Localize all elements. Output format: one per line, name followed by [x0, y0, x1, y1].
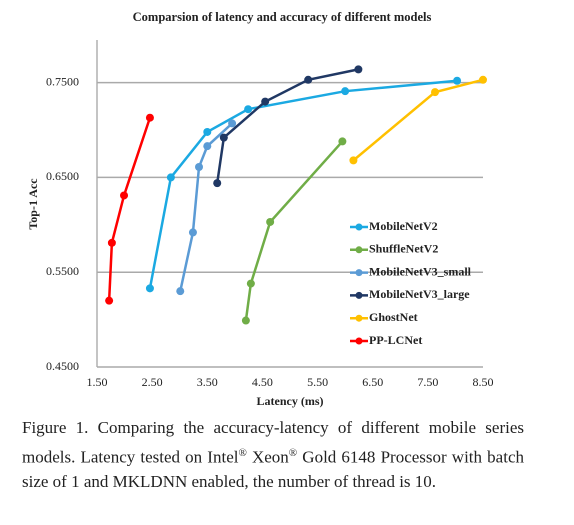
x-tick-label: 5.50 — [307, 375, 328, 389]
x-tick-label: 7.50 — [417, 375, 438, 389]
point — [341, 87, 350, 96]
point — [213, 179, 222, 188]
legend-marker — [355, 291, 363, 299]
point — [120, 191, 129, 200]
chart-title: Comparsion of latency and accuracy of di… — [133, 10, 432, 24]
point — [203, 142, 212, 151]
x-axis-label: Latency (ms) — [257, 394, 324, 408]
legend-marker — [355, 269, 363, 277]
caption-sup: ® — [288, 446, 298, 459]
point — [431, 88, 440, 97]
point — [354, 65, 363, 74]
legend-marker — [355, 314, 363, 322]
x-tick-label: 6.50 — [362, 375, 383, 389]
series-line — [352, 78, 484, 162]
point — [479, 75, 487, 84]
point — [244, 105, 253, 114]
y-tick-label: 0.4500 — [46, 359, 79, 373]
legend-marker — [355, 337, 363, 345]
point — [188, 228, 197, 237]
point — [246, 279, 255, 288]
legend-label: MobileNetV3_large — [369, 287, 470, 301]
point — [261, 97, 270, 106]
point — [195, 163, 204, 172]
point — [105, 296, 114, 305]
point — [304, 75, 313, 84]
legend-marker — [355, 246, 363, 254]
x-tick-label: 2.50 — [142, 375, 163, 389]
series-line — [244, 140, 344, 321]
caption-text: Figure 1. Comparing the accuracy-latency… — [22, 418, 524, 467]
y-tick-label: 0.5500 — [46, 264, 79, 278]
point — [228, 119, 237, 128]
caption: Figure 1. Comparing the accuracy-latency… — [22, 416, 524, 494]
caption-text: Xeon — [246, 447, 289, 467]
x-tick-label: 1.50 — [87, 375, 108, 389]
point — [266, 217, 275, 226]
x-tick-label: 8.50 — [473, 375, 494, 389]
series-line — [148, 79, 458, 289]
point — [107, 238, 116, 247]
y-tick-label: 0.6500 — [46, 169, 79, 183]
legend-label: PP-LCNet — [369, 333, 422, 347]
legend-marker — [355, 223, 363, 231]
y-tick-label: 0.7500 — [46, 74, 79, 88]
series-line — [215, 68, 359, 184]
point — [453, 76, 462, 85]
point — [241, 316, 250, 325]
point — [176, 287, 185, 296]
y-axis-label: Top-1 Acc — [26, 178, 40, 230]
point — [166, 173, 175, 182]
chart: Comparsion of latency and accuracy of di… — [26, 10, 494, 408]
x-tick-label: 4.50 — [252, 375, 273, 389]
point — [145, 113, 154, 122]
point — [349, 156, 358, 165]
legend-label: MobileNetV3_small — [369, 264, 472, 278]
point — [219, 133, 228, 142]
point — [145, 284, 154, 293]
legend-label: ShuffleNetV2 — [369, 242, 438, 256]
series-line — [107, 117, 152, 301]
point — [338, 137, 347, 146]
x-tick-label: 3.50 — [197, 375, 218, 389]
point — [203, 127, 212, 136]
caption-text: Gold 6148 Processor with batch size of 1… — [22, 447, 524, 491]
legend-label: MobileNetV2 — [369, 219, 438, 233]
caption-sup: ® — [238, 446, 247, 459]
legend-label: GhostNet — [369, 310, 418, 324]
